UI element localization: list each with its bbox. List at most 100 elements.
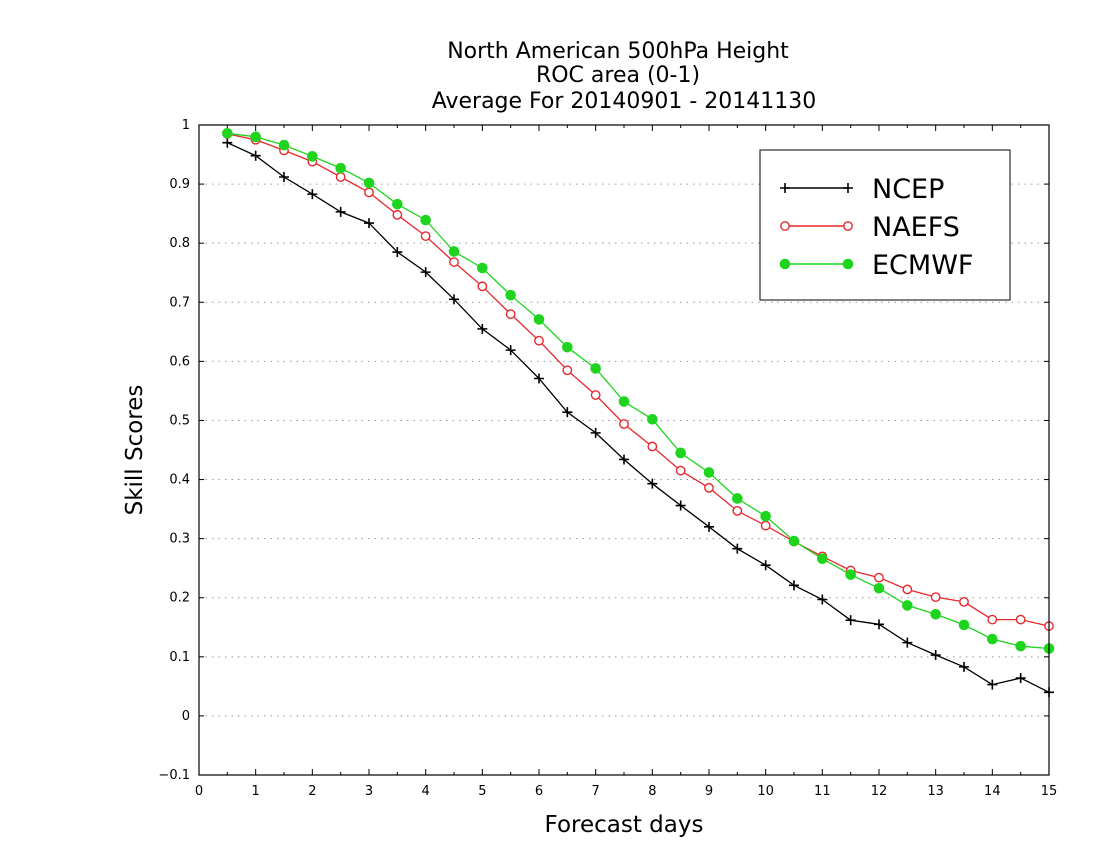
data-point-ecmwf <box>307 151 318 162</box>
y-tick-label: 0.3 <box>169 532 190 547</box>
data-point-ncep <box>789 580 799 591</box>
axis-ticks: −0.100.10.20.30.40.50.60.70.80.910 1 2 3 4 5 6… <box>158 118 1057 799</box>
data-point-ecmwf <box>420 214 431 226</box>
x-tick-label: 2 <box>308 784 316 799</box>
x-tick-label: 4 <box>422 784 430 799</box>
legend-label-ncep: NCEP <box>872 174 944 205</box>
data-point-ecmwf <box>845 569 856 580</box>
chart-title-line-1: North American 500hPa Height <box>447 39 789 64</box>
series-line-ncep <box>227 142 1050 693</box>
data-point-ecmwf <box>448 246 460 257</box>
data-point-ncep <box>562 407 573 418</box>
data-point-naefs <box>930 592 941 603</box>
y-tick-label: 0.4 <box>169 473 190 488</box>
y-axis-label: Skill Scores <box>122 385 148 516</box>
data-point-ncep <box>505 345 516 356</box>
legend-box <box>759 149 1011 301</box>
chart-title-line-3: Average For 20140901 - 20141130 <box>432 89 817 114</box>
x-tick-label: 6 <box>535 784 543 799</box>
data-point-naefs <box>477 281 488 292</box>
data-point-naefs <box>562 365 573 376</box>
data-point-ncep <box>619 454 629 465</box>
legend-samples <box>779 183 854 270</box>
data-point-ecmwf <box>392 198 403 210</box>
data-point-ncep <box>335 206 346 217</box>
data-point-ecmwf <box>250 131 261 143</box>
data-point-ncep <box>874 619 884 630</box>
data-point-naefs <box>1015 614 1026 625</box>
y-tick-label: 0.8 <box>169 236 190 251</box>
legend-marker-ecmwf <box>779 258 791 270</box>
data-point-ncep <box>534 373 544 384</box>
data-point-naefs <box>335 172 346 182</box>
x-tick-label: 9 <box>705 784 713 799</box>
data-point-ecmwf <box>817 553 828 565</box>
legend-marker-naefs <box>780 221 790 231</box>
data-point-ecmwf <box>930 608 941 620</box>
data-point-ncep <box>307 189 318 200</box>
data-point-ecmwf <box>958 619 970 631</box>
data-point-ncep <box>902 637 913 648</box>
chart-title-line-2: ROC area (0-1) <box>536 63 700 88</box>
data-point-ecmwf <box>533 314 545 325</box>
data-point-naefs <box>902 584 913 595</box>
data-point-ncep <box>845 615 856 626</box>
data-point-ncep <box>364 218 374 229</box>
data-point-ecmwf <box>732 493 743 504</box>
y-tick-label: 0.1 <box>169 650 190 665</box>
data-point-ecmwf <box>363 177 375 189</box>
data-point-ecmwf <box>505 289 516 301</box>
data-point-ncep <box>250 150 261 161</box>
data-point-ncep <box>392 247 403 258</box>
data-point-naefs <box>449 257 459 267</box>
data-point-ecmwf <box>902 600 913 611</box>
x-tick-label: 13 <box>927 784 944 799</box>
data-point-ncep <box>760 560 771 571</box>
legend-label-ecmwf: ECMWF <box>872 250 973 281</box>
data-point-ncep <box>477 323 488 334</box>
data-point-ncep <box>590 427 601 438</box>
data-point-naefs <box>675 465 686 476</box>
data-point-ncep <box>279 172 289 182</box>
data-point-ncep <box>647 478 658 489</box>
x-tick-label: 12 <box>871 784 888 799</box>
data-point-ncep <box>1015 673 1026 684</box>
y-tick-label: 0.7 <box>169 295 190 310</box>
data-point-ecmwf <box>788 535 800 547</box>
y-tick-label: 0.6 <box>169 354 190 369</box>
data-point-naefs <box>987 614 998 625</box>
data-point-naefs <box>590 390 601 400</box>
data-point-ncep <box>959 661 969 672</box>
legend-marker-naefs <box>843 221 853 231</box>
data-point-ecmwf <box>647 413 658 425</box>
data-point-naefs <box>647 441 658 452</box>
data-point-ncep <box>675 500 686 511</box>
data-point-naefs <box>392 209 403 220</box>
data-point-ncep <box>222 137 233 148</box>
data-point-naefs <box>959 596 969 607</box>
data-point-ecmwf <box>760 510 771 522</box>
data-point-ecmwf <box>675 447 686 459</box>
data-point-ncep <box>817 594 828 605</box>
legend: NCEP NAEFS ECMWF <box>759 149 1011 301</box>
data-point-ecmwf <box>562 341 573 353</box>
data-point-naefs <box>760 520 771 531</box>
y-tick-label: −0.1 <box>158 768 190 783</box>
x-tick-label: 15 <box>1041 784 1058 799</box>
data-point-naefs <box>874 572 884 583</box>
series-group <box>222 127 1055 698</box>
x-tick-label: 8 <box>648 784 656 799</box>
data-point-ecmwf <box>1015 640 1026 652</box>
data-point-ecmwf <box>618 396 630 407</box>
data-point-ncep <box>704 521 714 532</box>
legend-marker-ecmwf <box>842 258 854 270</box>
data-point-naefs <box>505 309 516 319</box>
legend-marker-ncep <box>780 183 790 193</box>
data-point-ecmwf <box>477 262 488 274</box>
data-point-naefs <box>619 419 629 429</box>
data-point-ecmwf <box>278 139 290 151</box>
y-tick-label: 0 <box>182 709 190 724</box>
y-tick-label: 0.5 <box>169 413 190 428</box>
data-point-naefs <box>364 187 374 198</box>
